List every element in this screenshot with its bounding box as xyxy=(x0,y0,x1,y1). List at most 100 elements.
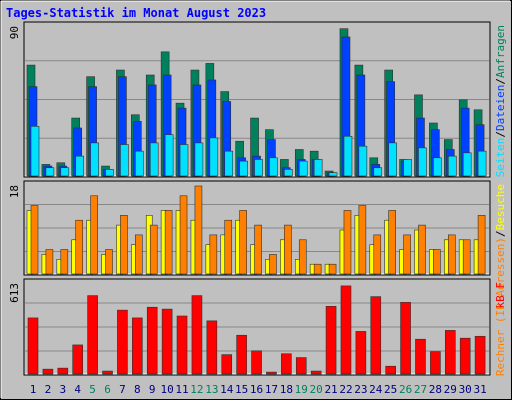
bar xyxy=(415,338,426,375)
bar xyxy=(447,155,457,177)
bar xyxy=(105,249,113,275)
x-tick-label: 18 xyxy=(280,383,293,396)
x-tick-label: 24 xyxy=(369,383,383,396)
legend-separator: / xyxy=(494,78,507,85)
legend-separator: / xyxy=(494,230,507,237)
y-max-label: 613 xyxy=(8,283,21,303)
bar xyxy=(149,224,158,275)
bar xyxy=(400,302,411,375)
x-tick-label: 30 xyxy=(459,383,472,396)
bar xyxy=(224,150,234,177)
bar xyxy=(90,195,98,275)
x-tick-label: 20 xyxy=(310,383,323,396)
x-tick-label: 7 xyxy=(119,383,126,396)
bar xyxy=(45,249,54,275)
x-tick-label: 2 xyxy=(45,383,52,396)
bar xyxy=(42,368,54,375)
bar xyxy=(474,335,486,375)
x-tick-label: 29 xyxy=(444,383,457,396)
bar xyxy=(75,219,84,275)
bar xyxy=(251,350,262,375)
bar xyxy=(403,234,411,275)
legend-entry: Dateien xyxy=(494,85,507,131)
bar xyxy=(221,354,233,375)
bar xyxy=(358,205,367,275)
bar xyxy=(239,210,247,275)
bar xyxy=(269,254,277,275)
legend-entry: Besuche xyxy=(494,184,507,230)
bar xyxy=(388,210,396,275)
bar xyxy=(57,367,69,375)
bar xyxy=(179,144,189,177)
x-tick-label: 5 xyxy=(89,383,96,396)
bar xyxy=(176,315,188,375)
bar xyxy=(373,167,383,177)
bar xyxy=(459,337,471,375)
legend: Rechner (IP-Adressen)/Besuche xyxy=(494,184,507,376)
bar xyxy=(209,137,219,177)
x-tick-label: 27 xyxy=(414,383,427,396)
bar xyxy=(135,234,143,275)
bar xyxy=(102,370,113,375)
bar xyxy=(370,296,382,375)
chart-title: Tages-Statistik im Monat August 2023 xyxy=(6,6,266,20)
bar xyxy=(60,249,69,275)
bar xyxy=(120,144,129,177)
bar xyxy=(191,295,203,375)
bar xyxy=(105,169,114,177)
x-tick-label: 4 xyxy=(74,383,81,396)
bar xyxy=(462,152,472,177)
bar xyxy=(385,365,396,375)
bar xyxy=(284,224,292,275)
x-tick-label: 9 xyxy=(149,383,156,396)
bar xyxy=(373,234,382,275)
legend-entry: Rechner (IP-Adressen) xyxy=(494,237,507,376)
x-tick-label: 6 xyxy=(104,383,111,396)
bar xyxy=(164,134,174,177)
bar xyxy=(325,306,337,375)
x-tick-label: 31 xyxy=(473,383,486,396)
bar xyxy=(328,263,337,275)
bar xyxy=(310,370,322,375)
bar xyxy=(313,263,322,275)
bar xyxy=(194,185,203,275)
bar xyxy=(75,155,85,177)
bar xyxy=(358,145,368,177)
x-tick-label: 15 xyxy=(235,383,248,396)
bar xyxy=(418,224,426,275)
bar xyxy=(236,334,247,375)
bar xyxy=(254,159,263,177)
bar xyxy=(477,150,487,177)
x-tick-label: 1 xyxy=(30,383,37,396)
x-tick-label: 23 xyxy=(354,383,367,396)
bar xyxy=(295,357,307,375)
x-tick-label: 10 xyxy=(161,383,174,396)
x-tick-label: 22 xyxy=(339,383,352,396)
bar xyxy=(117,309,128,375)
x-tick-label: 17 xyxy=(265,383,278,396)
bar xyxy=(60,167,70,177)
x-tick-label: 25 xyxy=(384,383,397,396)
bar xyxy=(90,142,99,177)
bar xyxy=(239,160,248,177)
legend-entry: kB F xyxy=(494,282,507,309)
legend-entry: Anfragen xyxy=(494,25,507,78)
x-tick-label: 14 xyxy=(220,383,234,396)
bar xyxy=(269,157,278,177)
bar xyxy=(343,135,353,177)
bar xyxy=(132,317,143,375)
x-tick-label: 3 xyxy=(59,383,66,396)
bar xyxy=(447,234,456,275)
x-tick-label: 12 xyxy=(190,383,203,396)
x-tick-label: 11 xyxy=(175,383,188,396)
bar xyxy=(313,159,323,177)
bar xyxy=(164,210,173,275)
bar xyxy=(72,344,84,375)
bar xyxy=(462,239,471,275)
bar xyxy=(161,308,173,375)
bar xyxy=(146,306,158,375)
y-max-label: 90 xyxy=(8,26,21,39)
bar xyxy=(224,219,233,275)
bar xyxy=(298,160,308,177)
